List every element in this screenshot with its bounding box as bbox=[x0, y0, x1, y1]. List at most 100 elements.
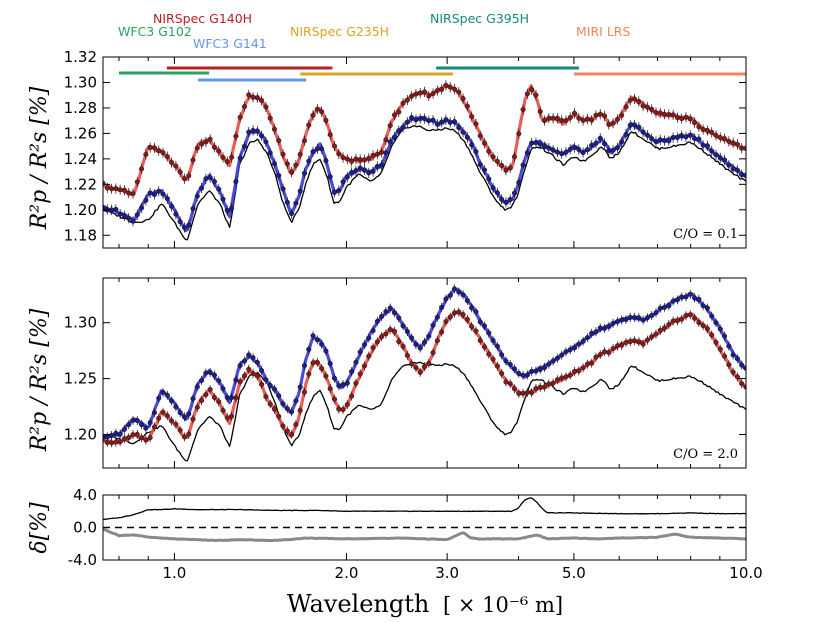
data-point bbox=[679, 116, 685, 122]
data-point bbox=[589, 142, 595, 148]
data-point bbox=[589, 117, 595, 123]
data-point bbox=[546, 115, 552, 121]
data-point bbox=[503, 358, 509, 364]
data-point bbox=[456, 125, 462, 131]
data-point bbox=[117, 439, 123, 445]
data-point bbox=[593, 329, 599, 335]
data-point bbox=[104, 185, 110, 191]
data-point bbox=[109, 186, 115, 192]
data-point bbox=[499, 370, 505, 377]
data-point bbox=[164, 392, 170, 398]
data-point bbox=[160, 409, 166, 415]
data-point bbox=[169, 418, 175, 424]
data-point bbox=[559, 117, 565, 123]
data-point bbox=[679, 133, 685, 139]
data-point bbox=[271, 406, 278, 412]
data-point bbox=[126, 190, 132, 196]
data-point bbox=[297, 384, 303, 390]
panel-annotation: C/O = 0.1 bbox=[673, 227, 738, 242]
data-point bbox=[631, 338, 638, 344]
data-point bbox=[704, 326, 710, 332]
data-point bbox=[319, 146, 325, 152]
data-point bbox=[533, 368, 539, 374]
data-point bbox=[494, 190, 500, 196]
data-point bbox=[636, 124, 642, 130]
data-point bbox=[520, 390, 526, 396]
data-point bbox=[139, 435, 145, 441]
data-point bbox=[190, 416, 196, 422]
data-point bbox=[704, 127, 710, 133]
data-point bbox=[469, 113, 475, 120]
data-point bbox=[692, 135, 698, 142]
data-point bbox=[306, 158, 312, 164]
observations-blue-data bbox=[103, 284, 746, 442]
data-point bbox=[310, 333, 316, 339]
data-point bbox=[374, 318, 380, 324]
data-point bbox=[361, 167, 368, 173]
data-point bbox=[666, 321, 672, 328]
data-point bbox=[631, 314, 638, 320]
data-point bbox=[704, 143, 710, 149]
data-point bbox=[550, 115, 556, 121]
data-point bbox=[601, 349, 608, 355]
x-tick-label: 1.0 bbox=[162, 564, 186, 582]
data-point bbox=[601, 141, 608, 147]
data-point bbox=[537, 384, 543, 390]
data-point bbox=[301, 363, 308, 369]
data-point bbox=[649, 313, 655, 319]
data-point bbox=[739, 172, 745, 178]
data-point bbox=[451, 286, 458, 292]
data-point bbox=[713, 339, 719, 345]
data-point bbox=[670, 134, 676, 141]
data-point bbox=[511, 366, 518, 372]
data-point bbox=[730, 166, 736, 172]
data-point bbox=[387, 139, 393, 145]
data-point bbox=[734, 356, 740, 362]
data-point bbox=[293, 398, 299, 404]
data-point bbox=[662, 111, 668, 117]
data-point bbox=[550, 380, 556, 386]
y-tick-label: 1.18 bbox=[64, 226, 97, 244]
data-point bbox=[211, 144, 218, 150]
instrument-label-nirspec-g140h: NIRSpec G140H bbox=[153, 11, 252, 26]
data-point bbox=[576, 368, 582, 374]
data-point bbox=[554, 115, 560, 121]
data-point bbox=[259, 133, 265, 139]
data-point bbox=[687, 116, 693, 122]
data-point bbox=[550, 147, 556, 153]
data-point bbox=[473, 121, 479, 127]
data-point bbox=[250, 127, 256, 133]
data-point bbox=[537, 108, 543, 115]
data-point bbox=[151, 410, 157, 416]
data-point bbox=[674, 134, 680, 141]
data-point bbox=[379, 162, 385, 168]
data-point bbox=[439, 329, 445, 335]
data-point bbox=[601, 113, 608, 119]
data-point bbox=[349, 158, 355, 164]
data-point bbox=[597, 135, 603, 141]
data-point bbox=[237, 379, 243, 385]
data-point bbox=[327, 386, 333, 392]
data-point bbox=[164, 413, 170, 419]
data-point bbox=[649, 334, 655, 340]
data-point bbox=[627, 339, 633, 345]
data-point bbox=[559, 352, 565, 358]
data-point bbox=[374, 163, 380, 169]
data-point bbox=[229, 413, 235, 419]
data-point bbox=[134, 212, 140, 218]
data-point bbox=[323, 348, 329, 354]
data-point bbox=[177, 427, 183, 433]
data-point bbox=[246, 129, 252, 135]
data-point bbox=[396, 315, 402, 321]
panel-top: 1.18 1.20 1.22 1.24 1.26 1.28 1.30 1.32 C/O = 0.… bbox=[64, 48, 747, 249]
observations-red-data bbox=[103, 307, 746, 448]
data-point bbox=[400, 323, 406, 329]
data-point bbox=[464, 298, 470, 304]
data-point bbox=[323, 117, 329, 123]
data-point bbox=[169, 203, 175, 209]
data-point bbox=[181, 224, 187, 230]
data-point bbox=[730, 369, 736, 375]
data-point bbox=[649, 136, 655, 142]
data-point bbox=[546, 381, 552, 387]
data-point bbox=[653, 138, 659, 145]
